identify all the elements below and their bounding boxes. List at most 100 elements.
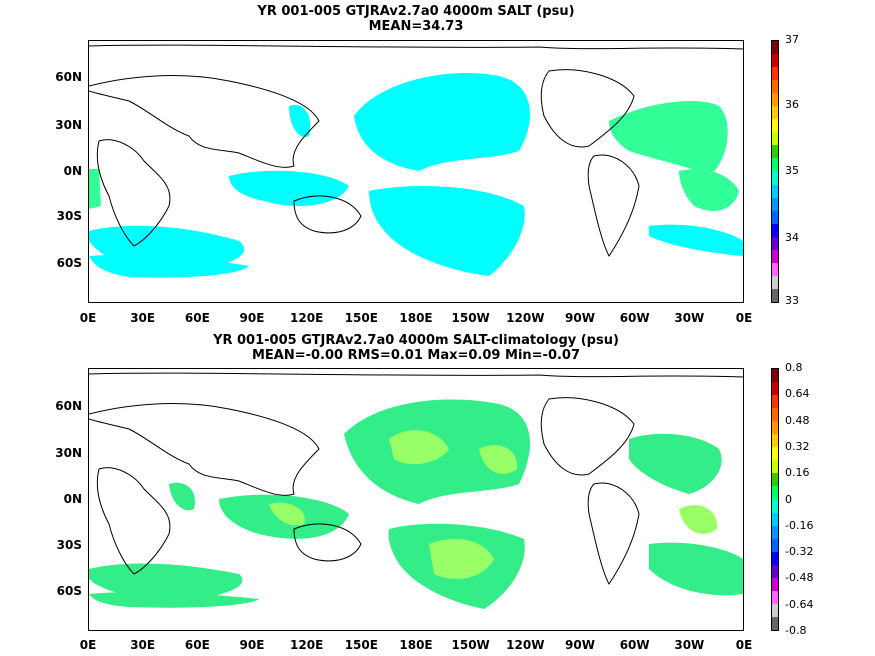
lon-label: 180E: [399, 311, 433, 325]
lon-label: 150W: [451, 638, 490, 652]
bottom-colorbar-label: 0: [785, 492, 792, 506]
lon-label: 0E: [735, 638, 753, 652]
top-colorbar-label: 37: [785, 33, 799, 46]
lon-label: 30E: [130, 311, 156, 325]
colorbar-swatch: [772, 197, 778, 211]
colorbar-swatch: [772, 486, 778, 500]
colorbar-swatch: [772, 512, 778, 526]
top-title-line2: MEAN=34.73: [368, 19, 464, 34]
colorbar-swatch: [772, 54, 778, 68]
colorbar-swatch: [772, 171, 778, 185]
colorbar-swatch: [772, 551, 778, 565]
lon-label: 0E: [79, 311, 97, 325]
colorbar-swatch: [772, 473, 778, 487]
top-coastlines: [89, 44, 743, 257]
colorbar-swatch: [772, 460, 778, 474]
colorbar-swatch: [772, 93, 778, 107]
bottom-colorbar-label: -0.32: [785, 545, 814, 559]
lon-label: 90W: [565, 638, 595, 652]
bottom-lat-label: 60S: [56, 584, 82, 598]
top-colorbar-label: 33: [785, 294, 799, 307]
lon-label: 60E: [184, 638, 210, 652]
colorbar-swatch: [772, 80, 778, 94]
colorbar-swatch: [772, 132, 778, 146]
top-lat-label: 0N: [63, 164, 82, 178]
lon-label: 30W: [674, 311, 705, 325]
lon-label: 0E: [79, 638, 97, 652]
lon-label: 180E: [399, 638, 433, 652]
top-title-line1: YR 001-005 GTJRAv2.7a0 4000m SALT (psu): [257, 4, 575, 19]
lon-label: 120W: [506, 638, 545, 652]
top-salinity-fill: [89, 72, 743, 278]
top-map-svg: [89, 44, 743, 278]
lon-label: 150E: [344, 638, 378, 652]
bottom-colorbar-label: 0.8: [785, 361, 803, 374]
colorbar-swatch: [772, 249, 778, 263]
bottom-title-line2: MEAN=-0.00 RMS=0.01 Max=0.09 Min=-0.07: [251, 348, 581, 363]
colorbar-swatch: [772, 590, 778, 604]
colorbar-swatch: [772, 236, 778, 250]
lon-label: 150W: [451, 311, 490, 325]
top-lat-label: 30S: [56, 209, 82, 223]
bottom-colorbar: [771, 368, 779, 631]
colorbar-swatch: [772, 616, 778, 630]
lon-label: 30W: [674, 638, 705, 652]
colorbar-swatch: [772, 577, 778, 591]
bottom-anomaly-fill-b: [269, 430, 718, 579]
colorbar-swatch: [772, 369, 778, 383]
colorbar-swatch: [772, 395, 778, 409]
bottom-colorbar-label: -0.16: [785, 518, 814, 532]
bottom-colorbar-label: -0.64: [785, 597, 814, 611]
colorbar-swatch: [772, 119, 778, 133]
bottom-colorbar-label: -0.48: [785, 571, 814, 585]
colorbar-swatch: [772, 106, 778, 120]
lon-label: 120E: [290, 311, 324, 325]
top-lat-label: 60N: [55, 70, 82, 84]
colorbar-swatch: [772, 210, 778, 224]
bottom-coastlines: [89, 372, 743, 585]
top-colorbar-label: 36: [785, 98, 799, 111]
colorbar-swatch: [772, 145, 778, 159]
top-colorbar-label: 34: [785, 231, 799, 244]
colorbar-swatch: [772, 421, 778, 435]
top-lat-label: 60S: [56, 256, 82, 270]
top-salinity-high: [89, 101, 739, 211]
bottom-colorbar-label: 0.32: [785, 439, 810, 453]
bottom-title-line1: YR 001-005 GTJRAv2.7a0 4000m SALT-climat…: [213, 333, 619, 348]
lon-label: 30E: [130, 638, 156, 652]
bottom-colorbar-label: 0.48: [785, 413, 810, 427]
lon-label: 0E: [735, 311, 753, 325]
colorbar-swatch: [772, 408, 778, 422]
colorbar-swatch: [772, 603, 778, 617]
colorbar-swatch: [772, 223, 778, 237]
colorbar-swatch: [772, 525, 778, 539]
top-colorbar: [771, 40, 779, 303]
colorbar-swatch: [772, 434, 778, 448]
bottom-lat-label: 60N: [55, 399, 82, 413]
colorbar-swatch: [772, 41, 778, 55]
colorbar-swatch: [772, 158, 778, 172]
bottom-colorbar-label: 0.16: [785, 466, 810, 480]
bottom-lat-label: 0N: [63, 492, 82, 506]
colorbar-swatch: [772, 538, 778, 552]
bottom-lat-label: 30N: [55, 446, 82, 460]
lon-label: 120W: [506, 311, 545, 325]
bottom-colorbar-label: 0.64: [785, 387, 810, 401]
colorbar-swatch: [772, 275, 778, 289]
lon-label: 150E: [344, 311, 378, 325]
lon-label: 120E: [290, 638, 324, 652]
bottom-lat-label: 30S: [56, 538, 82, 552]
colorbar-swatch: [772, 67, 778, 81]
colorbar-swatch: [772, 288, 778, 302]
top-lat-label: 30N: [55, 118, 82, 132]
colorbar-swatch: [772, 564, 778, 578]
bottom-map-svg: [89, 372, 743, 609]
lon-label: 60W: [619, 311, 650, 325]
lon-label: 90E: [239, 311, 265, 325]
top-colorbar-label: 35: [785, 164, 799, 177]
colorbar-swatch: [772, 382, 778, 396]
colorbar-swatch: [772, 262, 778, 276]
top-map-panel: [88, 40, 744, 303]
bottom-map-panel: [88, 368, 744, 631]
colorbar-swatch: [772, 184, 778, 198]
